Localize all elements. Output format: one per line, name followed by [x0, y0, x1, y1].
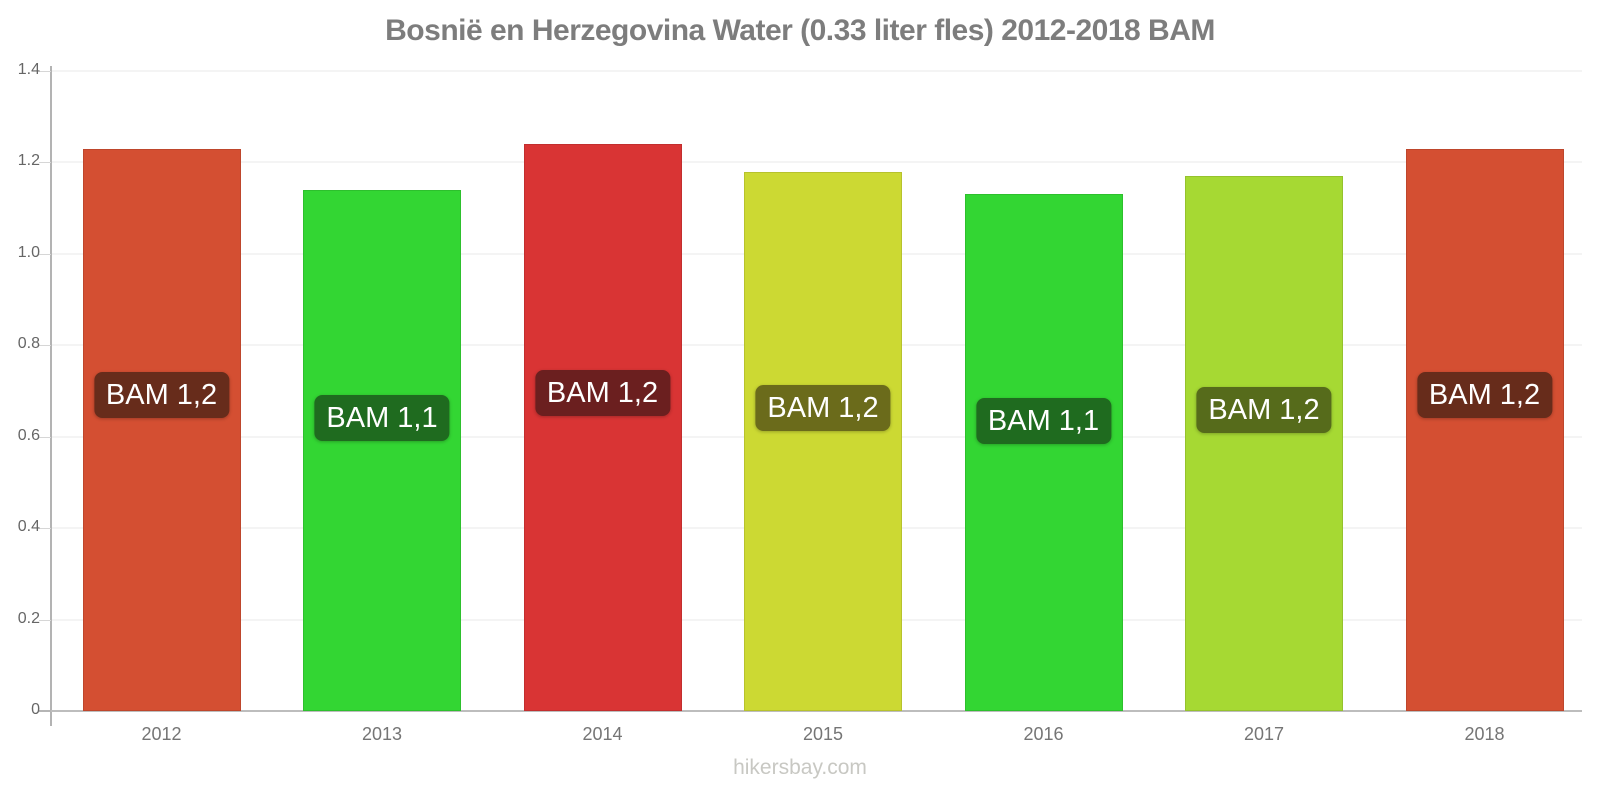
bar-value-label: BAM 1,2	[93, 372, 230, 419]
bar-value-label: BAM 1,2	[755, 384, 891, 431]
bar-value-label: BAM 1,2	[1196, 387, 1332, 434]
y-tick-label: 0.6	[17, 426, 40, 444]
bar-2014[interactable]: BAM 1,2	[523, 144, 682, 711]
y-gridline	[52, 161, 1582, 164]
y-tick-label: 0.8	[17, 335, 40, 353]
chart-title: Bosnië en Herzegovina Water (0.33 liter …	[385, 14, 1215, 47]
bar-value-label: BAM 1,2	[1416, 372, 1553, 419]
y-gridline	[52, 70, 1582, 72]
bar-value-label: BAM 1,1	[314, 395, 450, 442]
bar-2016[interactable]: BAM 1,1	[964, 194, 1123, 711]
y-tick-label: 0	[31, 701, 40, 718]
bar-2017[interactable]: BAM 1,2	[1185, 176, 1343, 711]
x-tick-label-2012: 2012	[141, 724, 182, 744]
y-tick-mark	[39, 619, 51, 621]
x-axis-line	[51, 710, 1582, 712]
y-tick-mark	[39, 253, 51, 255]
x-tick-label-2015: 2015	[802, 724, 844, 744]
y-tick-mark	[39, 71, 51, 72]
y-tick-label: 1.4	[17, 61, 40, 78]
y-axis-line	[50, 66, 52, 726]
y-tick-mark	[39, 710, 51, 712]
footer-link[interactable]: hikersbay.com	[733, 756, 867, 779]
bar-2013[interactable]: BAM 1,1	[303, 189, 461, 711]
y-tick-label: 1.2	[17, 152, 40, 170]
bar-value-label: BAM 1,2	[534, 369, 671, 416]
y-tick-label: 0.2	[17, 609, 40, 627]
y-tick-mark	[39, 528, 51, 530]
y-tick-mark	[39, 162, 51, 164]
bar-2018[interactable]: BAM 1,2	[1405, 148, 1564, 711]
x-tick-label-2017: 2017	[1243, 724, 1285, 744]
y-tick-label: 0.4	[17, 518, 40, 536]
x-tick-label-2018: 2018	[1464, 724, 1505, 744]
y-tick-mark	[39, 345, 51, 347]
bar-2012[interactable]: BAM 1,2	[82, 148, 241, 711]
bar-value-label: BAM 1,1	[975, 397, 1112, 444]
x-tick-label-2014: 2014	[582, 724, 623, 744]
bar-2015[interactable]: BAM 1,2	[744, 171, 902, 711]
x-tick-label-2016: 2016	[1023, 724, 1064, 744]
x-tick-label-2013: 2013	[361, 724, 403, 744]
y-tick-mark	[39, 436, 51, 438]
y-tick-label: 1.0	[17, 243, 40, 261]
